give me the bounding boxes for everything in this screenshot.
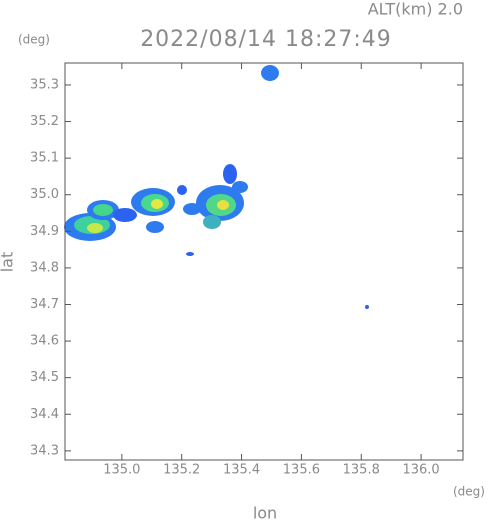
- chart-title: 2022/08/14 18:27:49: [140, 27, 392, 52]
- x-tick-label: 135.6: [283, 463, 320, 478]
- y-tick-label: 35.2: [30, 114, 59, 129]
- x-axis-label: lon: [253, 504, 277, 521]
- y-tick-label: 35.1: [30, 151, 59, 166]
- y-tick-label: 35.0: [30, 187, 59, 202]
- y-tick-label: 34.7: [30, 297, 59, 312]
- x-tick-label: 135.2: [163, 463, 200, 478]
- x-tick-label: 135.0: [103, 463, 140, 478]
- x-tick-label: 135.4: [223, 463, 260, 478]
- y-tick-label: 34.4: [30, 407, 59, 422]
- y-tick-label: 35.3: [30, 77, 59, 92]
- altitude-label: ALT(km) 2.0: [368, 0, 463, 19]
- x-tick-label: 136.0: [402, 463, 439, 478]
- y-tick-label: 34.9: [30, 224, 59, 239]
- x-unit: (deg): [453, 485, 485, 499]
- y-tick-label: 34.3: [30, 443, 59, 458]
- y-tick-label: 34.5: [30, 370, 59, 385]
- y-tick-label: 34.8: [30, 260, 59, 275]
- y-tick-label: 34.6: [30, 334, 59, 349]
- y-unit: (deg): [18, 33, 50, 47]
- radar-echoes: [64, 65, 369, 309]
- y-axis-label: lat: [0, 252, 17, 273]
- x-tick-label: 135.8: [343, 463, 380, 478]
- plot-frame: [64, 62, 464, 461]
